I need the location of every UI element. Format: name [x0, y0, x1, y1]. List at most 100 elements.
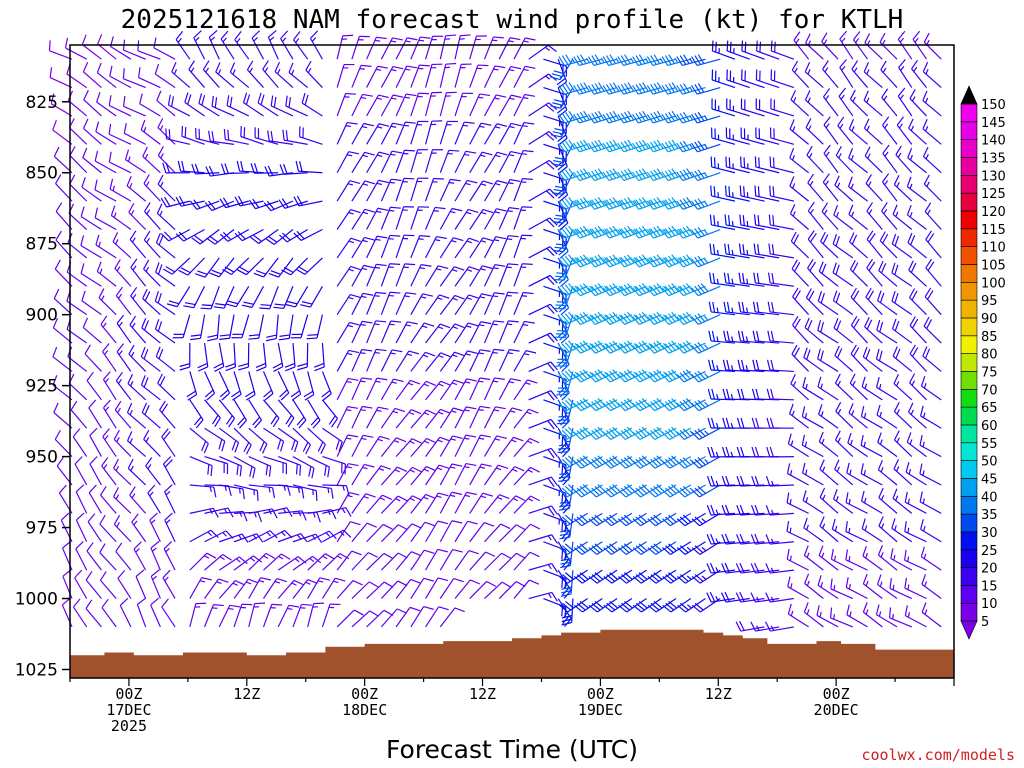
barb-half — [281, 531, 286, 537]
barb-half — [348, 211, 354, 215]
barb-full — [396, 608, 407, 614]
barb-staff — [581, 512, 603, 527]
barb-full — [496, 123, 508, 127]
barb-half — [521, 153, 528, 155]
barb-full — [605, 84, 613, 94]
barb-half — [479, 125, 485, 128]
wind-barb — [131, 513, 147, 543]
wind-barb — [395, 350, 420, 372]
barb-full — [609, 169, 617, 179]
barb-half — [478, 352, 484, 355]
barb-full — [422, 293, 434, 297]
barb-staff — [307, 603, 315, 628]
barb-full — [603, 575, 613, 584]
barb-full — [304, 394, 315, 401]
wind-barb — [128, 202, 147, 230]
barb-full — [349, 321, 360, 326]
barb-full — [390, 206, 401, 209]
barb-full — [225, 362, 236, 368]
wind-barb — [262, 603, 283, 628]
barb-half — [393, 439, 400, 444]
barb-half — [604, 285, 609, 291]
barb-half — [165, 490, 171, 496]
wind-barb — [425, 380, 451, 401]
barb-full — [591, 516, 600, 525]
barb-full — [560, 561, 571, 565]
barb-staff — [141, 384, 161, 401]
barb-staff — [469, 522, 485, 543]
barb-full — [229, 62, 235, 73]
wind-barb — [272, 342, 284, 372]
barb-staff — [498, 524, 517, 543]
barb-full — [757, 186, 760, 197]
barb-full — [588, 373, 596, 383]
barb-half — [346, 352, 353, 356]
barb-full — [298, 266, 308, 273]
barb-full — [53, 288, 60, 299]
wind-barb — [498, 407, 523, 429]
barb-full — [143, 259, 150, 270]
barb-full — [208, 165, 215, 176]
barb-full — [147, 484, 156, 494]
wind-barb — [155, 262, 176, 287]
barb-full — [220, 163, 226, 174]
wind-barb — [179, 343, 191, 371]
barb-staff — [54, 268, 73, 287]
wind-barb — [233, 555, 263, 571]
barb-full — [82, 118, 89, 129]
barb-staff — [161, 606, 176, 628]
barb-half — [133, 520, 138, 526]
barb-full — [269, 530, 278, 539]
barb-staff — [410, 380, 427, 401]
wind-barb — [410, 235, 431, 259]
barb-full — [553, 249, 564, 253]
barb-full — [594, 514, 603, 523]
barb-half — [547, 564, 552, 570]
barb-staff — [380, 552, 399, 571]
wind-barb — [321, 577, 346, 599]
wind-barb — [88, 484, 102, 514]
barb-full — [632, 56, 639, 66]
barb-half — [523, 97, 529, 100]
barb-staff — [113, 523, 132, 543]
wind-barb — [425, 408, 451, 429]
barb-staff — [218, 371, 231, 394]
barb-half — [494, 211, 500, 214]
barb-full — [234, 579, 245, 586]
barb-full — [555, 275, 566, 278]
barb-full — [268, 466, 272, 477]
barb-staff — [580, 427, 603, 441]
wind-barb — [83, 90, 102, 117]
barb-full — [103, 399, 111, 409]
wind-barb — [141, 317, 161, 344]
barb-full — [594, 140, 602, 150]
barb-staff — [528, 246, 551, 259]
barb-full — [88, 399, 97, 409]
wind-barb — [439, 548, 463, 571]
barb-half — [589, 285, 594, 291]
barb-half — [479, 466, 486, 469]
barb-staff — [484, 523, 502, 543]
wind-barb — [87, 513, 102, 543]
barb-full — [609, 342, 617, 351]
barb-half — [150, 519, 156, 524]
barb-full — [741, 40, 744, 52]
barb-full — [623, 342, 632, 351]
barb-staff — [336, 434, 349, 457]
wind-barb — [588, 598, 618, 613]
wind-barb — [141, 402, 161, 429]
barb-staff — [410, 549, 425, 571]
barb-staff — [366, 37, 377, 60]
barb-full — [508, 235, 519, 238]
wind-barb — [380, 608, 407, 628]
wind-barb — [454, 406, 477, 429]
barb-full — [411, 438, 422, 444]
barb-full — [207, 464, 210, 475]
barb-full — [550, 332, 558, 342]
barb-staff — [528, 390, 552, 401]
wind-barb — [277, 579, 304, 599]
wind-barb — [336, 293, 361, 315]
barb-staff — [53, 412, 73, 429]
barb-full — [641, 225, 650, 235]
wind-barb — [603, 512, 633, 527]
